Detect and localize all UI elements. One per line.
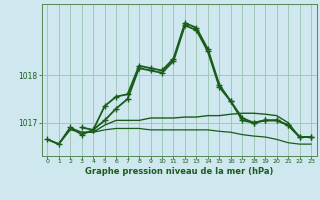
X-axis label: Graphe pression niveau de la mer (hPa): Graphe pression niveau de la mer (hPa): [85, 167, 273, 176]
